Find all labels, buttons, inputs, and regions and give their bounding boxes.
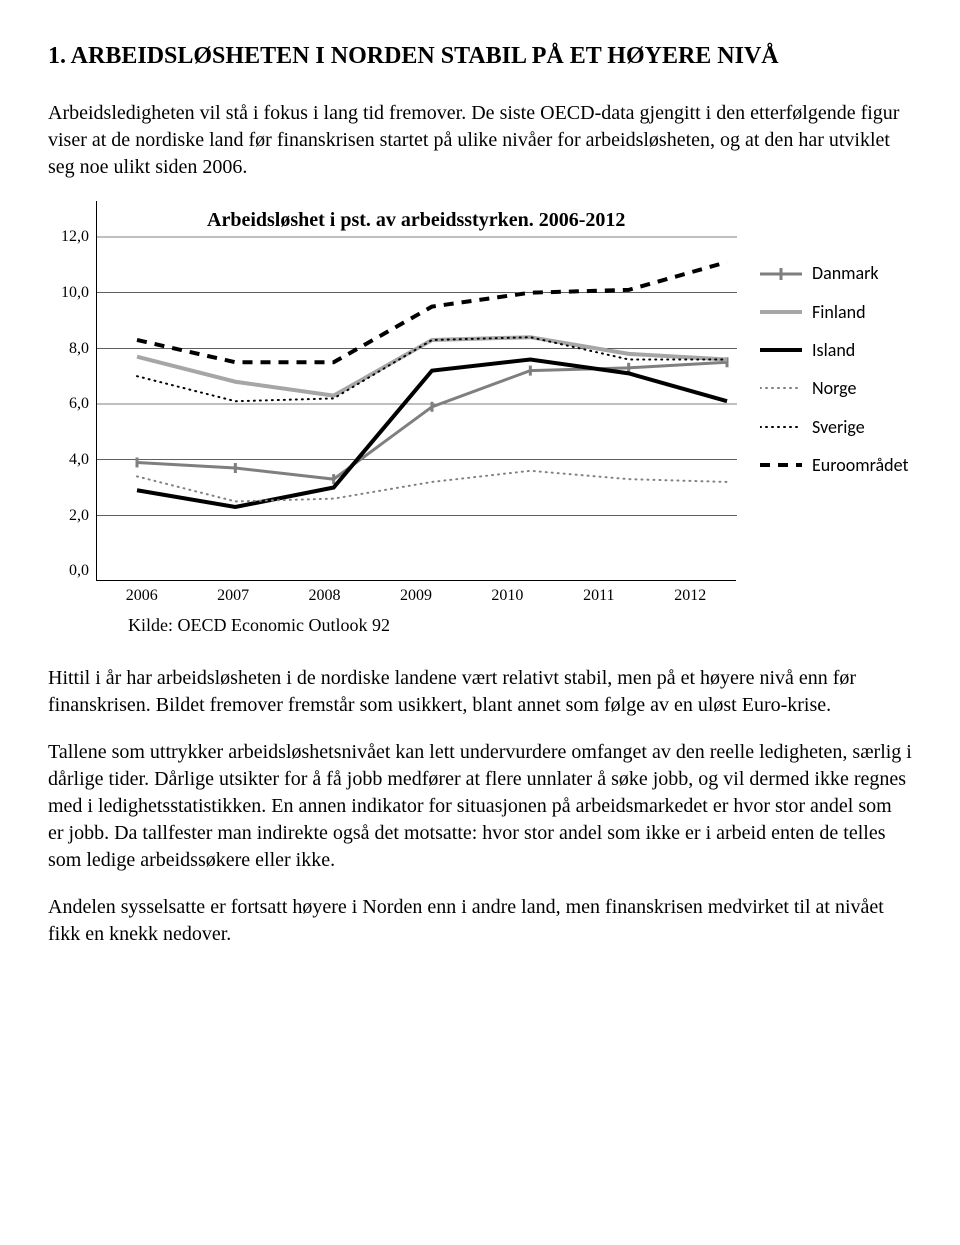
x-axis-label: 2007 xyxy=(187,585,278,607)
legend-label: Island xyxy=(812,338,855,362)
paragraph-3: Andelen sysselsatte er fortsatt høyere i… xyxy=(48,894,912,948)
chart-source: Kilde: OECD Economic Outlook 92 xyxy=(128,613,912,637)
paragraph-2: Tallene som uttrykker arbeidsløshetsnivå… xyxy=(48,739,912,874)
y-axis-label: 10,0 xyxy=(61,282,89,304)
legend-item: Danmark xyxy=(760,261,908,285)
legend-item: Euroområdet xyxy=(760,453,908,477)
x-axis-label: 2011 xyxy=(553,585,644,607)
page-heading: 1. ARBEIDSLØSHETEN I NORDEN STABIL PÅ ET… xyxy=(48,40,912,72)
legend-label: Finland xyxy=(812,300,866,324)
x-axis-label: 2008 xyxy=(279,585,370,607)
unemployment-chart: Arbeidsløshet i pst. av arbeidsstyrken. … xyxy=(48,201,912,637)
x-axis-label: 2009 xyxy=(370,585,461,607)
plot-area: Arbeidsløshet i pst. av arbeidsstyrken. … xyxy=(96,201,736,581)
legend-label: Sverige xyxy=(812,415,865,439)
x-axis-label: 2012 xyxy=(645,585,736,607)
y-axis-label: 2,0 xyxy=(69,505,89,527)
y-axis-label: 12,0 xyxy=(61,227,89,249)
legend-item: Island xyxy=(760,338,908,362)
legend-item: Norge xyxy=(760,376,908,400)
paragraph-1: Hittil i år har arbeidsløsheten i de nor… xyxy=(48,665,912,719)
chart-legend: Danmark Finland Island Norge Sverige Eur… xyxy=(736,201,908,491)
legend-label: Norge xyxy=(812,376,856,400)
legend-item: Sverige xyxy=(760,415,908,439)
chart-title: Arbeidsløshet i pst. av arbeidsstyrken. … xyxy=(207,207,625,234)
y-axis-label: 8,0 xyxy=(69,338,89,360)
chart-svg xyxy=(97,201,737,581)
x-axis-labels: 2006200720082009201020112012 xyxy=(96,585,736,607)
legend-label: Euroområdet xyxy=(812,453,908,477)
y-axis-label: 0,0 xyxy=(69,561,89,583)
x-axis-label: 2006 xyxy=(96,585,187,607)
legend-item: Finland xyxy=(760,300,908,324)
intro-paragraph: Arbeidsledigheten vil stå i fokus i lang… xyxy=(48,100,912,181)
x-axis-label: 2010 xyxy=(462,585,553,607)
y-axis-label: 6,0 xyxy=(69,394,89,416)
y-axis-label: 4,0 xyxy=(69,449,89,471)
legend-label: Danmark xyxy=(812,261,879,285)
